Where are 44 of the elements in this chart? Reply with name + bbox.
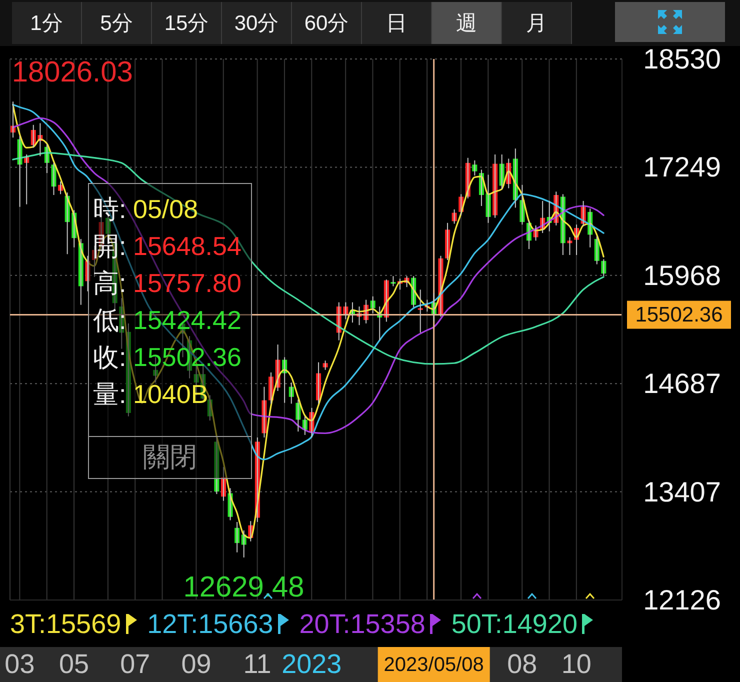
legend-label: 12T:15663	[147, 609, 274, 639]
x-tick-label: 2023/05/08	[384, 654, 484, 676]
legend-label: 3T:15569	[10, 609, 122, 639]
tab-button: 月	[502, 2, 572, 44]
y-tick-label: 14687	[643, 368, 721, 400]
candlestick	[418, 289, 423, 334]
annotation: 時:	[93, 192, 128, 226]
tab-button: 30分	[222, 2, 292, 44]
annotation: 收:	[93, 340, 128, 374]
x-tick-label: 07	[120, 649, 150, 679]
tab-button: 60分	[292, 2, 362, 44]
annotation: 15424.42	[133, 304, 242, 336]
x-tick-label: 09	[181, 649, 212, 679]
y-tick-label: 18530	[643, 44, 721, 74]
x-tick-label: 2023	[282, 649, 342, 679]
annotation: 高:	[93, 266, 128, 300]
tab-button: 15分	[152, 2, 222, 44]
tab-button: 日	[362, 2, 432, 44]
annotation: 低:	[93, 304, 128, 336]
annotation: 15502.36	[133, 342, 242, 372]
y-tick-label: 13407	[643, 476, 721, 508]
legend-label: 20T:15358	[299, 609, 426, 639]
tab-button: 5分	[82, 2, 152, 44]
x-tick-label: 03	[4, 649, 35, 679]
y-tick-label: 15968	[643, 260, 721, 291]
x-tick-label: 05	[58, 649, 90, 679]
x-tick-label: 08	[507, 649, 538, 679]
tab-button: 週	[432, 2, 502, 44]
annotation: 18026.03	[12, 56, 133, 89]
legend-label: 50T:14920	[451, 609, 578, 639]
close-button: 關閉	[88, 436, 252, 478]
x-tick-label: 11	[243, 649, 272, 679]
annotation: 15648.54	[133, 230, 242, 262]
annotation: 05/08	[133, 194, 198, 224]
annotation: 1040B	[133, 378, 208, 410]
annotation: 開:	[93, 230, 128, 262]
annotation: 12629.48	[183, 571, 304, 604]
annotation: 15757.80	[133, 268, 242, 298]
tab-button: 1分	[12, 2, 82, 44]
y-tick-label: 12126	[643, 584, 721, 616]
annotation: 量:	[93, 378, 128, 410]
ref-line-label: 15502.36	[635, 303, 723, 326]
x-tick-label: 10	[561, 649, 592, 679]
y-tick-label: 17249	[643, 152, 721, 183]
